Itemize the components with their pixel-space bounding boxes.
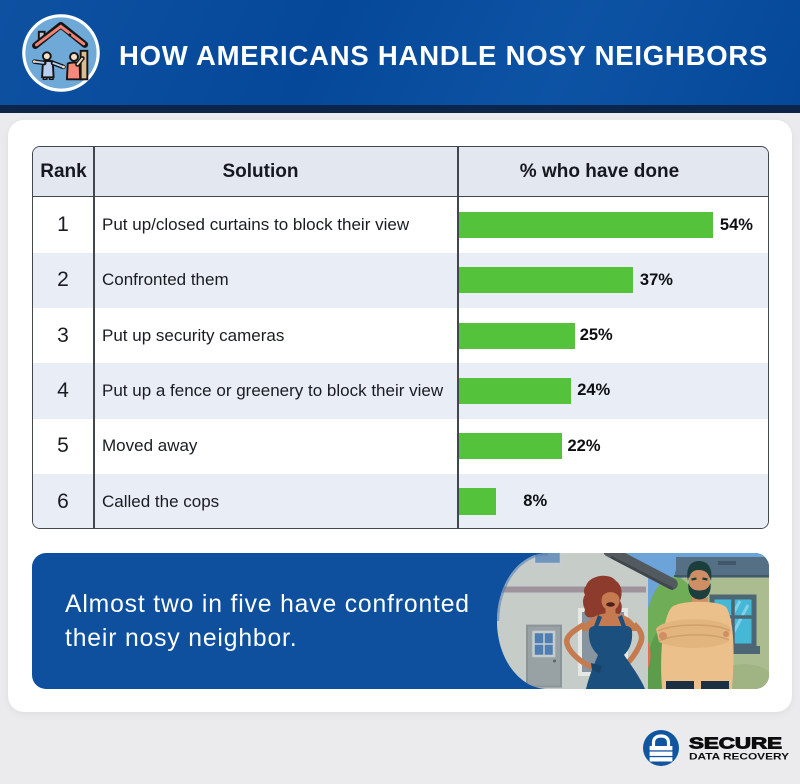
- svg-text:DATA RECOVERY: DATA RECOVERY: [689, 751, 790, 762]
- svg-text:SECURE: SECURE: [689, 736, 782, 753]
